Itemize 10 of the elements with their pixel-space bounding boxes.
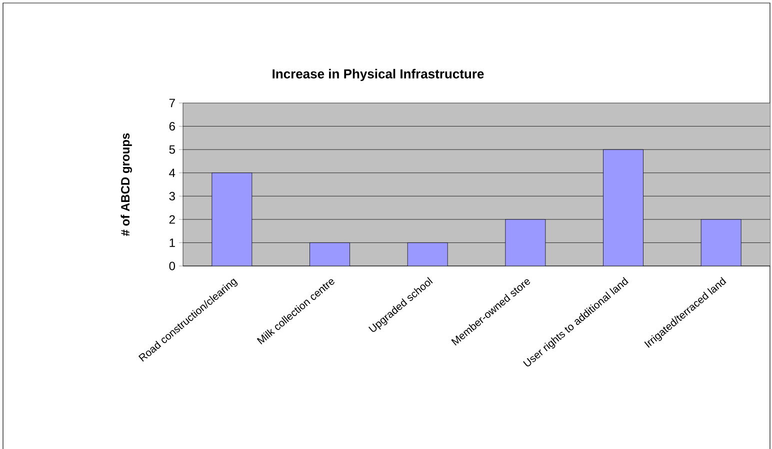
chart-title: Increase in Physical Infrastructure: [272, 68, 484, 82]
y-tick-label: 1: [170, 238, 175, 247]
y-tick-label: 4: [169, 168, 176, 177]
y-tick-label: 5: [169, 145, 175, 154]
y-tick-label: 2: [169, 215, 175, 224]
y-tick-label: 7: [169, 98, 175, 108]
y-tick-label: 0: [169, 262, 176, 270]
y-tick-label: 3: [169, 192, 175, 200]
y-tick-label: 6: [169, 122, 175, 131]
y-axis-title: # of ABCD groups: [120, 133, 132, 236]
